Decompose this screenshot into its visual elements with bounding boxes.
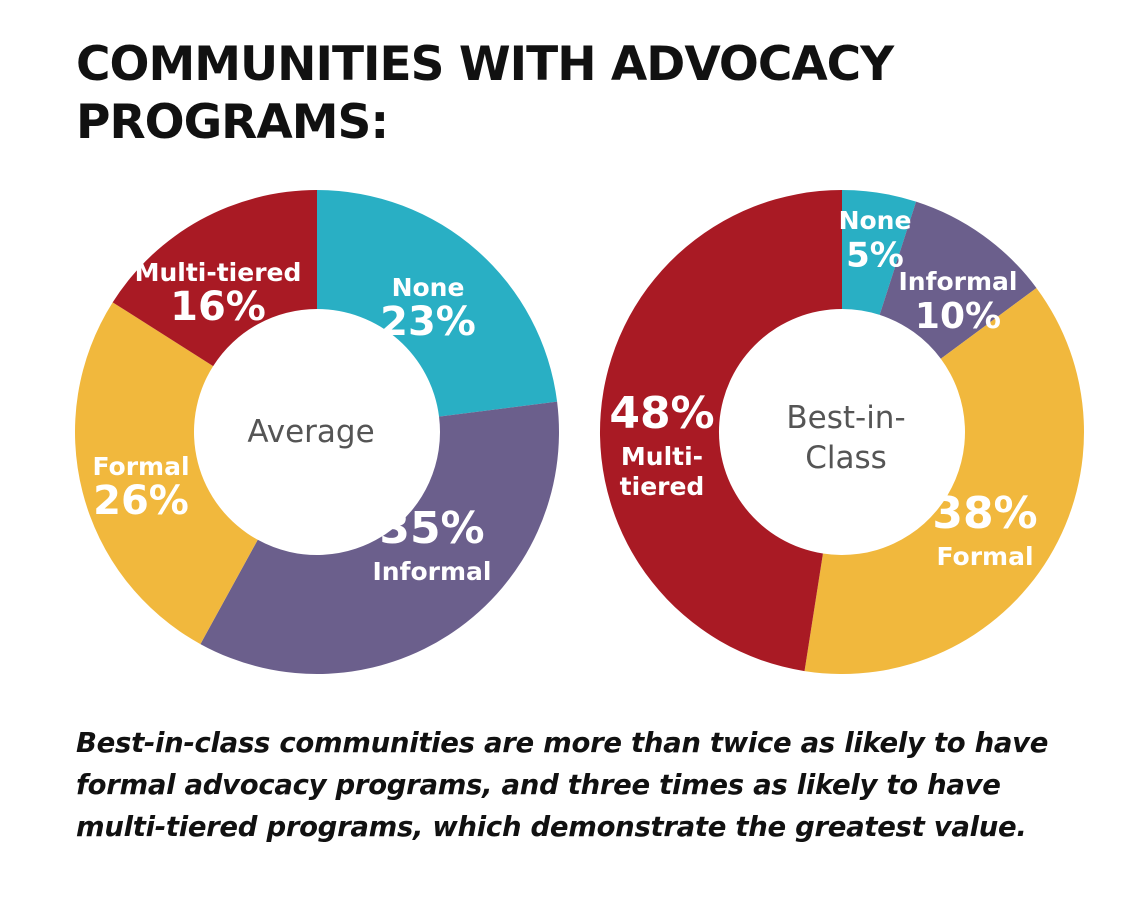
center-label-line-1: Best-in- [786, 400, 905, 436]
caption-line-2: formal advocacy programs, and three time… [76, 769, 1001, 801]
slice-label-multi-tiered-name: tiered [620, 472, 705, 501]
slice-label-informal-value: 10% [915, 296, 1001, 337]
slice-none [317, 190, 558, 417]
title-line-2: PROGRAMS: [76, 95, 389, 150]
slice-label-multi-tiered-name: Multi- [621, 442, 703, 471]
slice-label-multi-tiered-value: 16% [170, 284, 266, 330]
slice-label-multi-tiered-name: Multi-tiered [135, 258, 302, 287]
slice-multi-tiered [112, 190, 317, 367]
slice-label-formal-value: 38% [932, 488, 1037, 539]
slice-label-none-value: 5% [846, 236, 904, 276]
slice-label-informal-name: Informal [899, 267, 1018, 296]
slice-label-none-name: None [392, 273, 465, 302]
slice-formal [804, 287, 1085, 675]
slice-label-informal-name: Informal [373, 557, 492, 586]
caption-line-3: multi-tiered programs, which demonstrate… [76, 811, 1027, 843]
slice-label-none-value: 23% [380, 299, 476, 345]
center-label: Average [247, 414, 374, 450]
slice-multi-tiered [599, 190, 842, 672]
title-line-1: COMMUNITIES WITH ADVOCACY [76, 37, 894, 92]
slice-label-formal-value: 26% [93, 478, 189, 524]
chart-caption: Best-in-class communities are more than … [76, 722, 1116, 848]
page-title: COMMUNITIES WITH ADVOCACY PROGRAMS: [76, 36, 1076, 152]
slice-informal [200, 401, 559, 675]
slice-none [842, 190, 917, 315]
center-label-line-2: Class [805, 440, 887, 476]
caption-line-1: Best-in-class communities are more than … [76, 727, 1049, 759]
slice-informal [879, 201, 1037, 359]
slice-formal [74, 302, 258, 645]
slice-label-multi-tiered-value: 48% [609, 388, 714, 439]
slice-label-formal-name: Formal [92, 452, 189, 481]
slice-label-informal-value: 35% [379, 503, 484, 554]
slice-label-none-name: None [839, 206, 912, 235]
slice-label-formal-name: Formal [936, 542, 1033, 571]
